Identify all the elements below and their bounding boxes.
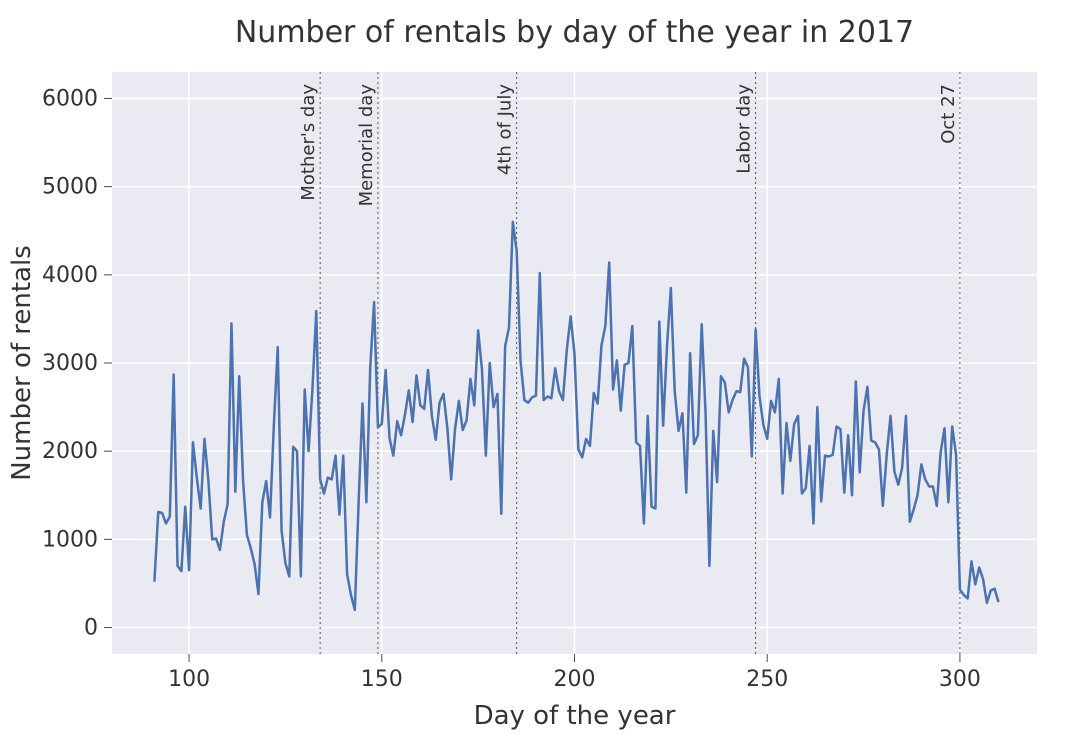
rentals-line-chart: 0 1000 2000 3000 4000 5000 6000 100 150 200 250 300… (0, 0, 1084, 750)
annotation-label: Oct 27 (938, 84, 959, 144)
xtick-label: 150 (361, 667, 403, 692)
ytick-label: 1000 (42, 527, 98, 552)
ytick-label: 0 (84, 616, 98, 641)
xtick-label: 200 (554, 667, 596, 692)
annotation-label: Mother's day (298, 84, 319, 201)
ytick-label: 2000 (42, 439, 98, 464)
ytick-label: 4000 (42, 263, 98, 288)
ytick-label: 6000 (42, 86, 98, 111)
annotation-label: Memorial day (356, 84, 377, 207)
ytick-label: 5000 (42, 175, 98, 200)
chart-title: Number of rentals by day of the year in … (235, 15, 914, 50)
annotation-label: Labor day (734, 84, 755, 174)
xtick-label: 300 (939, 667, 981, 692)
chart-container: 0 1000 2000 3000 4000 5000 6000 100 150 200 250 300… (0, 0, 1084, 750)
xtick-label: 250 (746, 667, 788, 692)
annotation-label: 4th of July (495, 84, 516, 175)
ytick-label: 3000 (42, 351, 98, 376)
xtick-label: 100 (168, 667, 210, 692)
y-axis-label: Number of rentals (7, 245, 37, 481)
x-axis-label: Day of the year (474, 701, 676, 731)
